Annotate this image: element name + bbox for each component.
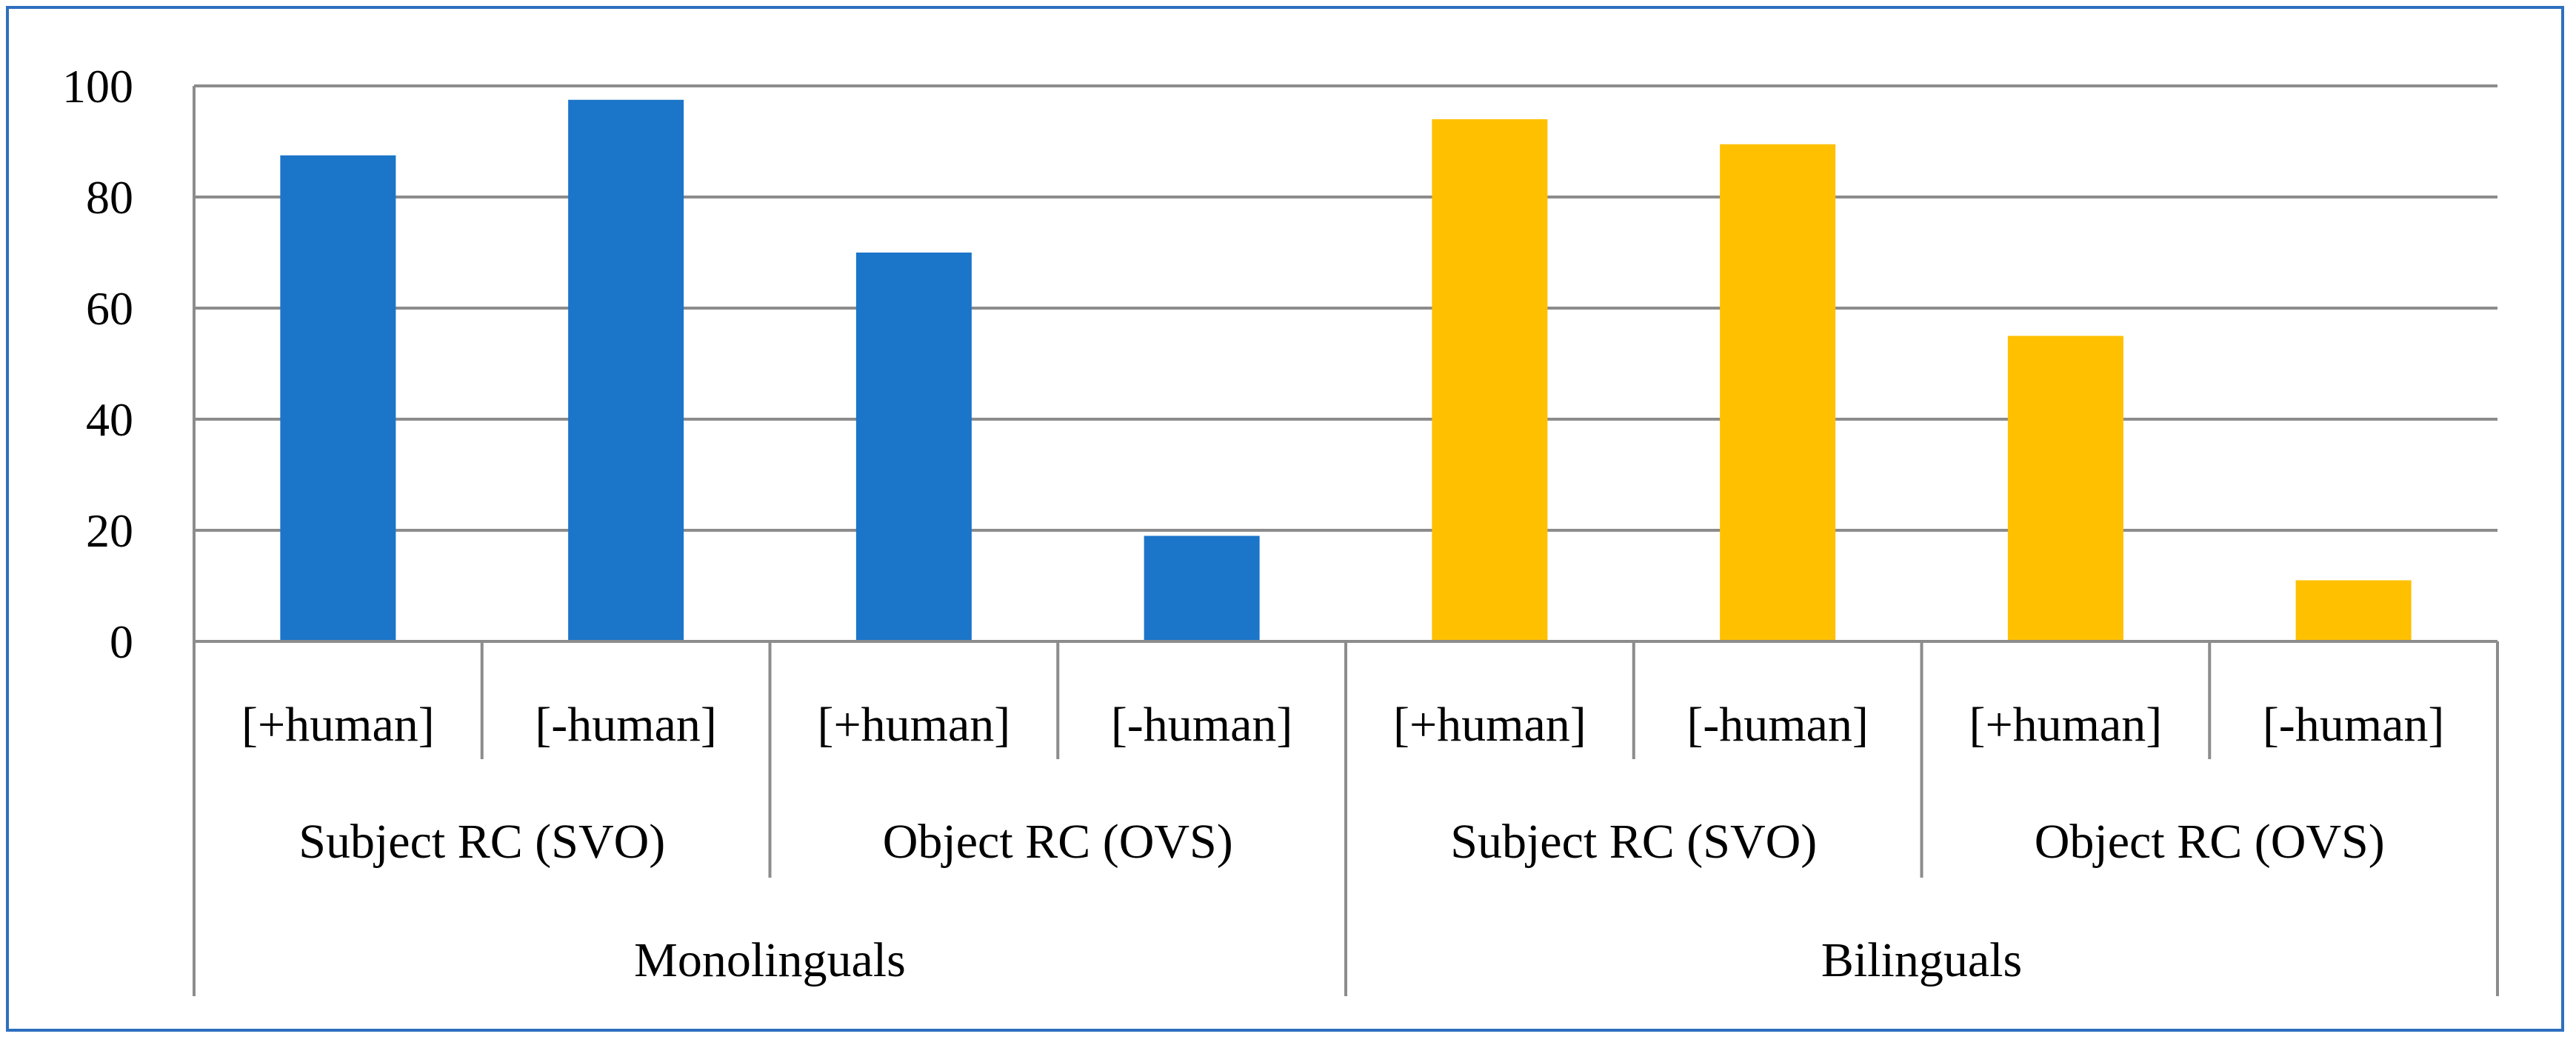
bar [2295, 580, 2412, 641]
category-label: [+human] [1393, 698, 1586, 752]
category-label: [-human] [535, 698, 717, 752]
axes [193, 86, 2499, 996]
y-tick-label: 40 [86, 393, 133, 446]
chart-frame [6, 6, 2564, 1032]
y-tick-label: 0 [110, 615, 133, 668]
category-label: [+human] [241, 698, 435, 752]
bar [855, 253, 972, 641]
y-tick-label: 20 [86, 504, 133, 557]
bar [1432, 119, 1548, 641]
category-label: [-human] [2263, 698, 2445, 752]
category-label: [-human] [1686, 698, 1869, 752]
y-tick-label: 80 [86, 171, 133, 224]
category-label: [+human] [817, 698, 1010, 752]
group-label: Object RC (OVS) [2035, 815, 2385, 869]
group-label: Object RC (OVS) [883, 815, 1233, 869]
group-label: Subject RC (SVO) [1450, 815, 1817, 869]
category-label: [-human] [1111, 698, 1293, 752]
bar [568, 99, 684, 641]
bar [280, 155, 396, 641]
group-label: Monolinguals [634, 933, 906, 987]
gridlines [194, 84, 2497, 532]
bars [280, 99, 2412, 641]
y-tick-label: 100 [62, 60, 133, 113]
group-label: Bilinguals [1821, 933, 2022, 987]
y-tick-label: 60 [86, 282, 133, 335]
category-label: [+human] [1969, 698, 2162, 752]
bar [1720, 144, 1836, 641]
bar [2007, 336, 2123, 641]
labels: 0 20 40 60 80 100 [+human] [-human] [+human] [-hu… [62, 60, 2444, 987]
group-label: Subject RC (SVO) [298, 815, 665, 869]
bar [1144, 535, 1260, 641]
